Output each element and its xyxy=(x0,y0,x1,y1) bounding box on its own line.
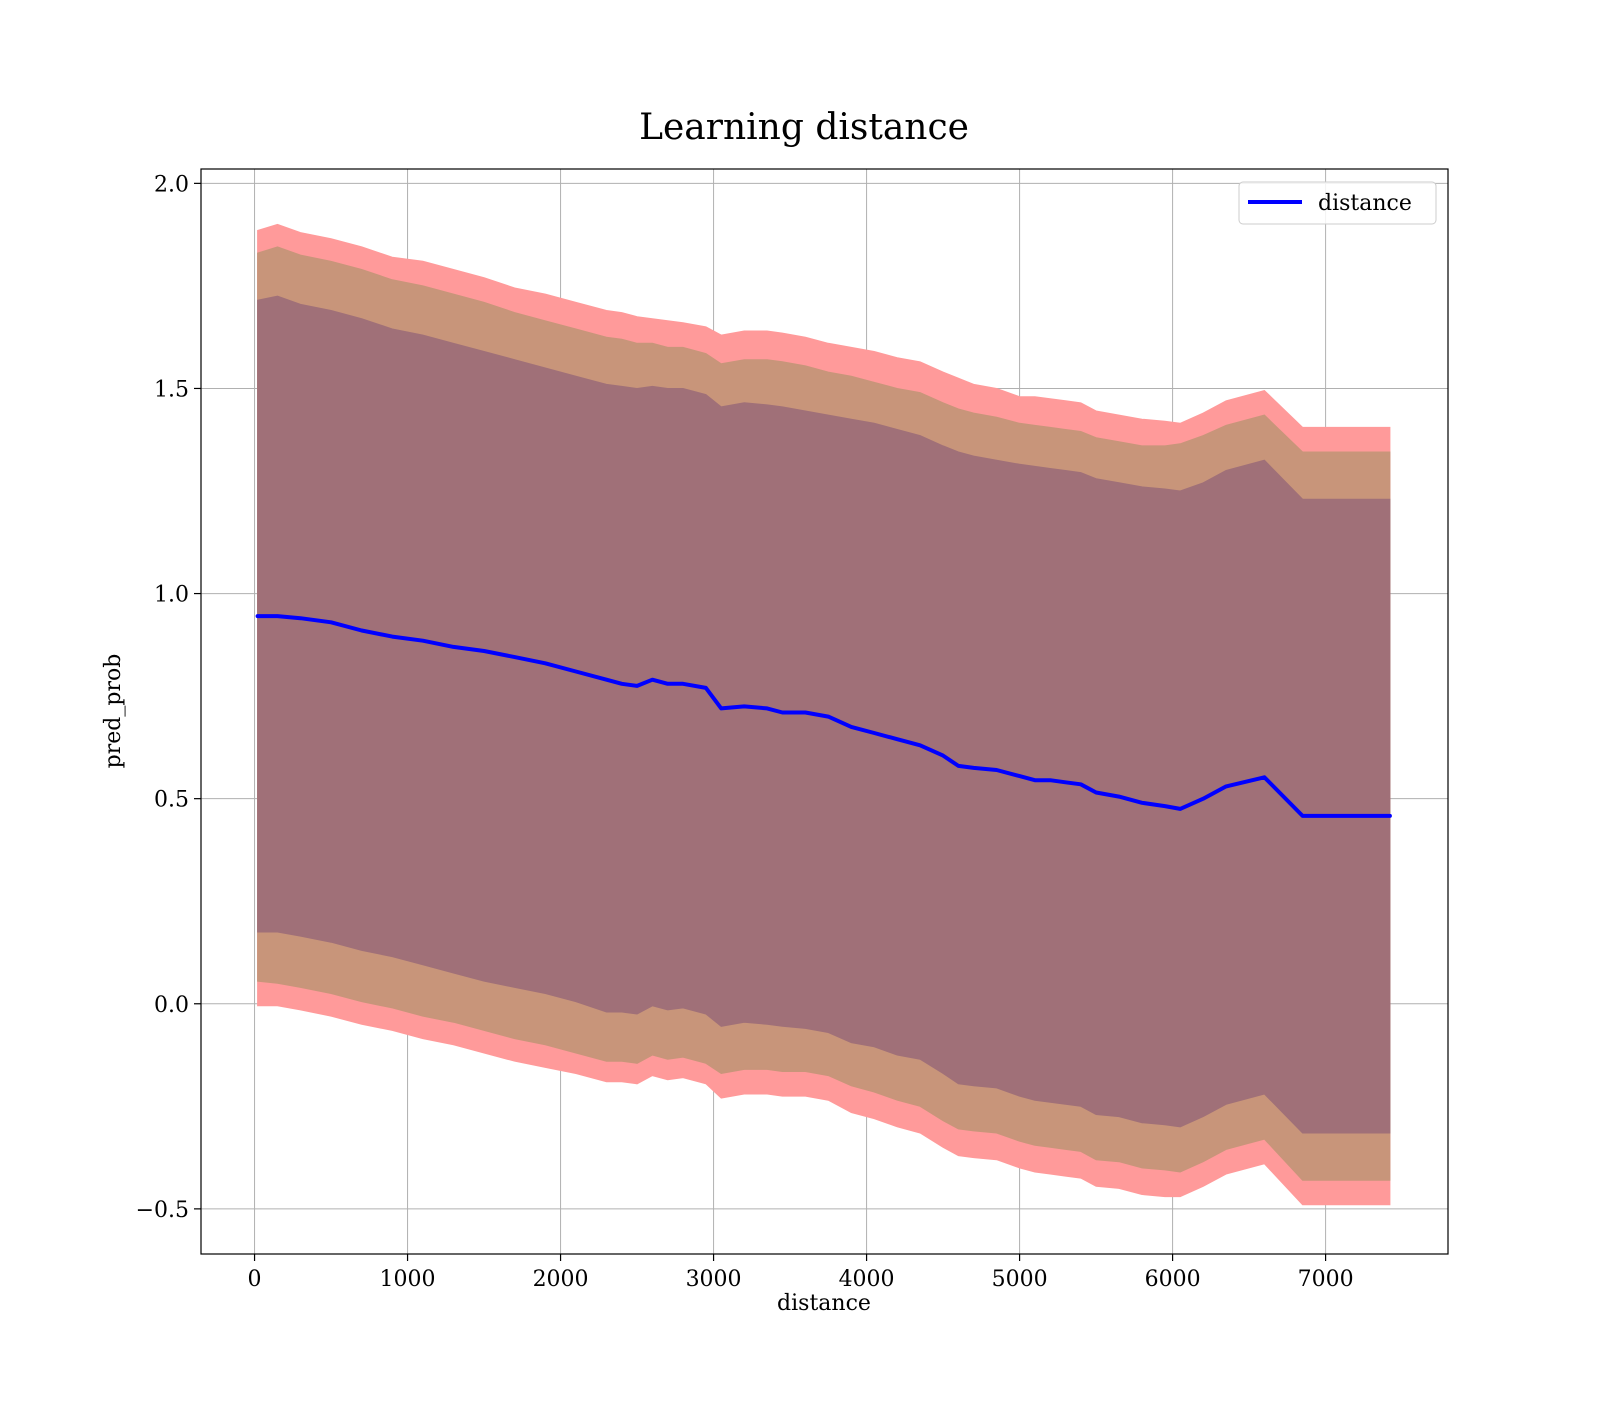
x-tick-label-1: 1000 xyxy=(380,1267,436,1292)
y-tick-label-0: −0.5 xyxy=(136,1198,189,1223)
y-tick-label-5: 2.0 xyxy=(154,172,189,197)
x-tick-label-2: 2000 xyxy=(533,1267,589,1292)
plot-frame xyxy=(200,168,1449,1255)
x-tick-label-0: 0 xyxy=(248,1267,262,1292)
legend-box xyxy=(1238,181,1437,225)
x-axis-label: distance xyxy=(777,1291,871,1316)
x-tick-label-5: 5000 xyxy=(992,1267,1048,1292)
x-tick-label-3: 3000 xyxy=(686,1267,742,1292)
x-axis: 0 1000 2000 3000 4000 5000 6000 7000 xyxy=(248,1254,1354,1292)
y-tick-label-2: 0.5 xyxy=(154,788,189,813)
y-axis-label: pred_prob xyxy=(101,654,126,769)
band-layer xyxy=(257,223,1391,1206)
y-axis: −0.5 0.0 0.5 1.0 1.5 2.0 xyxy=(136,172,201,1223)
y-tick-label-1: 0.0 xyxy=(154,993,189,1018)
legend-label-distance: distance xyxy=(1318,191,1412,216)
legend: distance xyxy=(1238,181,1437,225)
series-line-distance xyxy=(255,614,1392,818)
x-tick-label-7: 7000 xyxy=(1298,1267,1354,1292)
y-tick-label-4: 1.5 xyxy=(154,377,189,402)
chart-title: Learning distance xyxy=(639,107,969,148)
y-tick-label-3: 1.0 xyxy=(154,583,189,608)
x-tick-label-4: 4000 xyxy=(839,1267,895,1292)
x-tick-label-6: 6000 xyxy=(1145,1267,1201,1292)
line-layer xyxy=(255,614,1392,818)
